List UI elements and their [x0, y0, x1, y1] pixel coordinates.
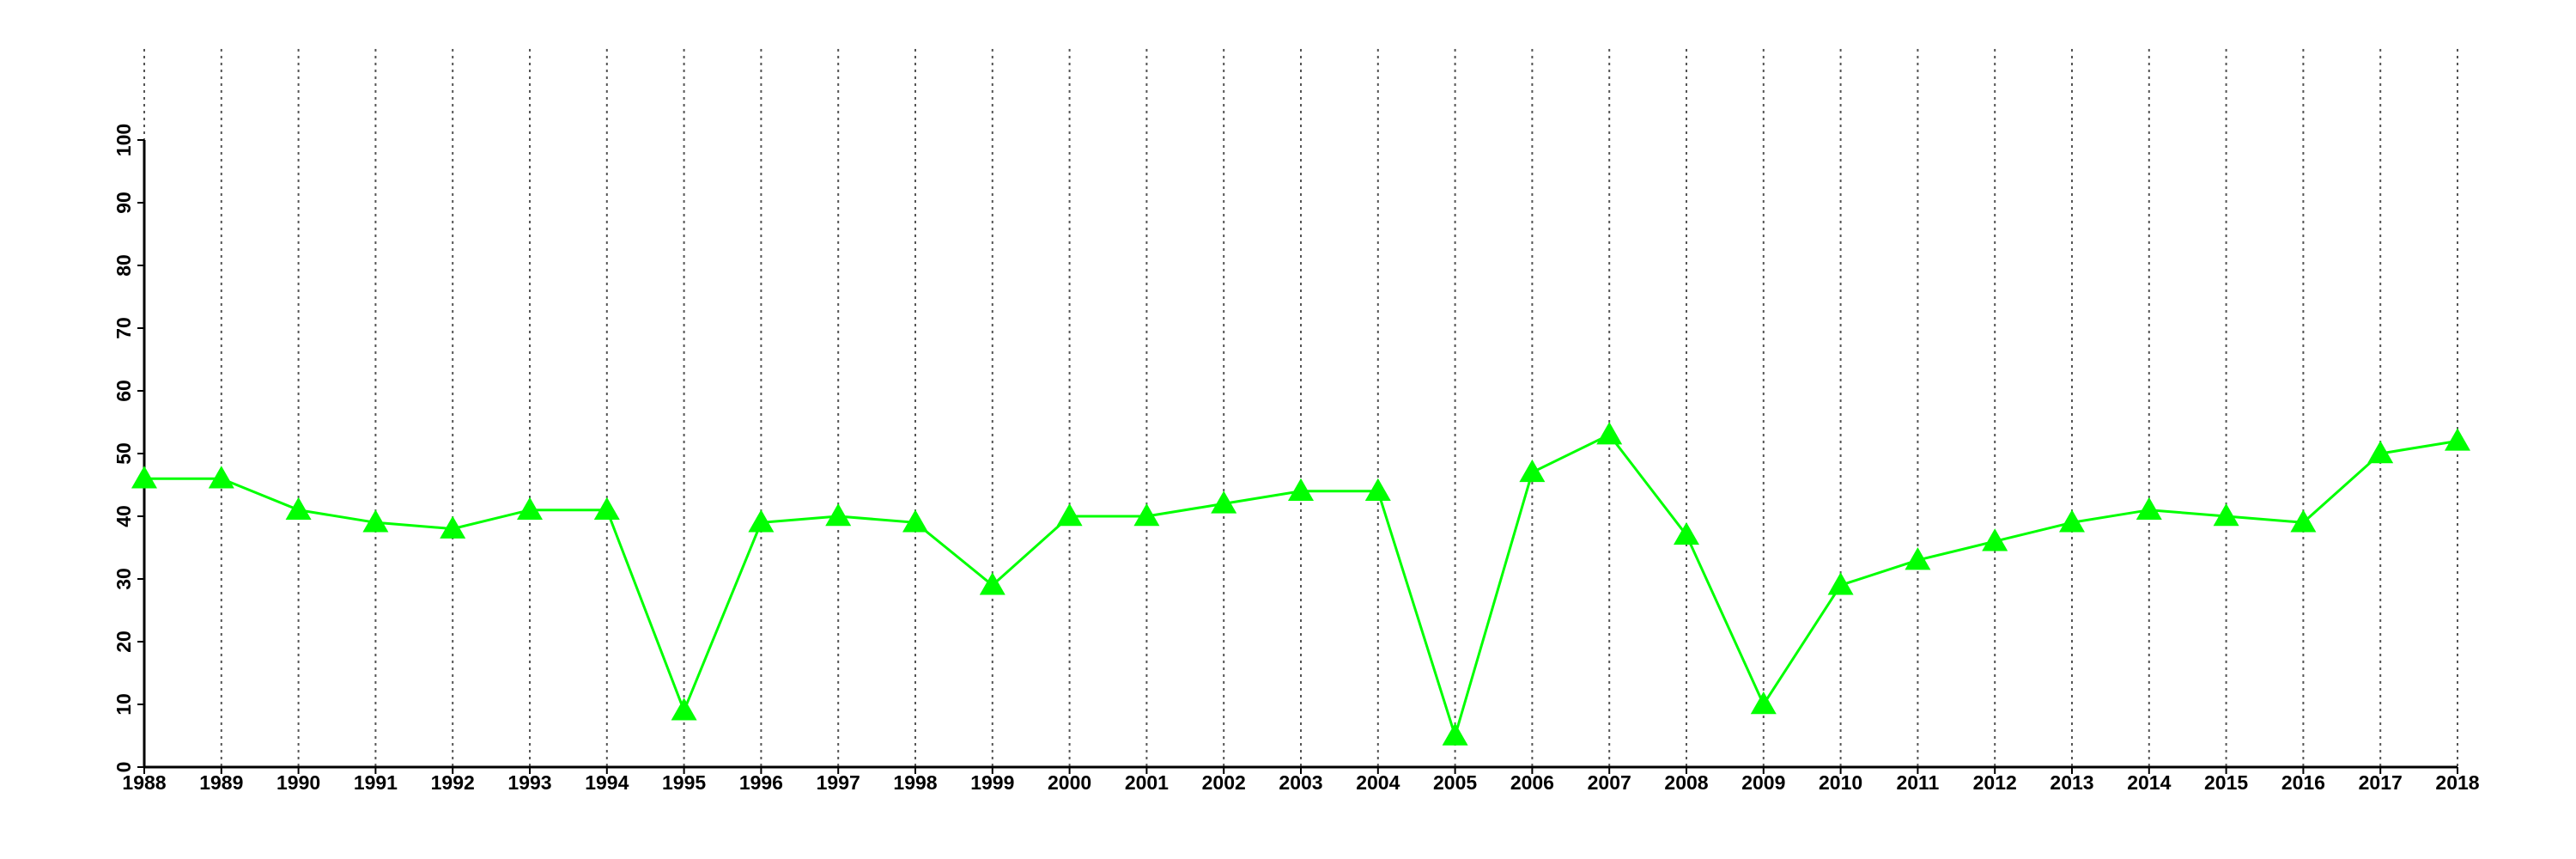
marker	[1211, 490, 1237, 514]
marker	[517, 497, 543, 520]
marker	[131, 466, 157, 489]
marker	[671, 698, 697, 721]
x-tick-label: 2012	[1973, 771, 2017, 794]
x-tick-label: 1989	[199, 771, 243, 794]
x-tick-label: 1997	[817, 771, 860, 794]
marker	[1674, 521, 1699, 545]
y-tick-label: 40	[112, 505, 135, 527]
x-tick-label: 2006	[1510, 771, 1554, 794]
x-tick-label: 2009	[1741, 771, 1785, 794]
x-tick-label: 2001	[1125, 771, 1169, 794]
x-tick-label: 2011	[1896, 771, 1939, 794]
x-tick-label: 2002	[1202, 771, 1246, 794]
marker	[2136, 497, 2162, 520]
y-tick-label: 0	[112, 762, 135, 773]
x-tick-label: 2017	[2359, 771, 2403, 794]
x-tick-label: 1988	[122, 771, 166, 794]
marker	[593, 497, 620, 520]
marker	[2059, 509, 2085, 533]
y-tick-label: 100	[112, 124, 135, 156]
marker	[1056, 503, 1083, 527]
marker	[979, 572, 1005, 595]
marker	[285, 497, 312, 520]
marker	[362, 509, 389, 533]
marker	[1133, 503, 1160, 527]
marker	[1442, 722, 1468, 746]
y-tick-label: 90	[112, 192, 135, 214]
x-tick-label: 2013	[2050, 771, 2093, 794]
x-tick-label: 1994	[585, 771, 629, 794]
x-tick-label: 1991	[354, 771, 398, 794]
marker	[825, 503, 852, 527]
marker	[1519, 459, 1546, 483]
marker	[748, 509, 775, 533]
x-tick-label: 2008	[1664, 771, 1708, 794]
y-tick-label: 50	[112, 442, 135, 465]
marker	[1982, 528, 2008, 551]
marker	[1827, 572, 1854, 595]
marker	[1750, 691, 1777, 715]
x-tick-label: 2018	[2435, 771, 2479, 794]
marker	[1596, 422, 1623, 445]
x-tick-label: 2015	[2204, 771, 2248, 794]
marker	[2290, 509, 2317, 533]
marker	[1905, 547, 1931, 570]
x-tick-label: 1998	[893, 771, 937, 794]
x-tick-label: 2005	[1433, 771, 1477, 794]
y-tick-label: 30	[112, 568, 135, 590]
x-tick-label: 1993	[507, 771, 551, 794]
marker	[1364, 478, 1391, 502]
x-tick-label: 2007	[1588, 771, 1631, 794]
y-tick-label: 70	[112, 317, 135, 339]
y-tick-label: 10	[112, 693, 135, 716]
x-tick-label: 1999	[970, 771, 1014, 794]
marker	[440, 515, 466, 539]
x-tick-label: 2010	[1819, 771, 1862, 794]
marker	[2367, 441, 2394, 464]
x-tick-label: 1992	[431, 771, 475, 794]
x-tick-label: 1990	[276, 771, 320, 794]
x-tick-label: 1996	[739, 771, 783, 794]
x-tick-label: 2004	[1356, 771, 1400, 794]
marker	[1288, 478, 1314, 502]
x-tick-label: 2016	[2281, 771, 2325, 794]
x-tick-label: 1995	[662, 771, 706, 794]
x-tick-label: 2014	[2127, 771, 2171, 794]
y-tick-label: 60	[112, 380, 135, 402]
marker	[2213, 503, 2239, 527]
x-tick-label: 2003	[1279, 771, 1322, 794]
y-tick-label: 20	[112, 631, 135, 653]
x-tick-label: 2000	[1048, 771, 1091, 794]
marker	[902, 509, 928, 533]
marker	[2445, 428, 2470, 451]
y-tick-label: 80	[112, 254, 135, 277]
marker	[208, 466, 234, 489]
